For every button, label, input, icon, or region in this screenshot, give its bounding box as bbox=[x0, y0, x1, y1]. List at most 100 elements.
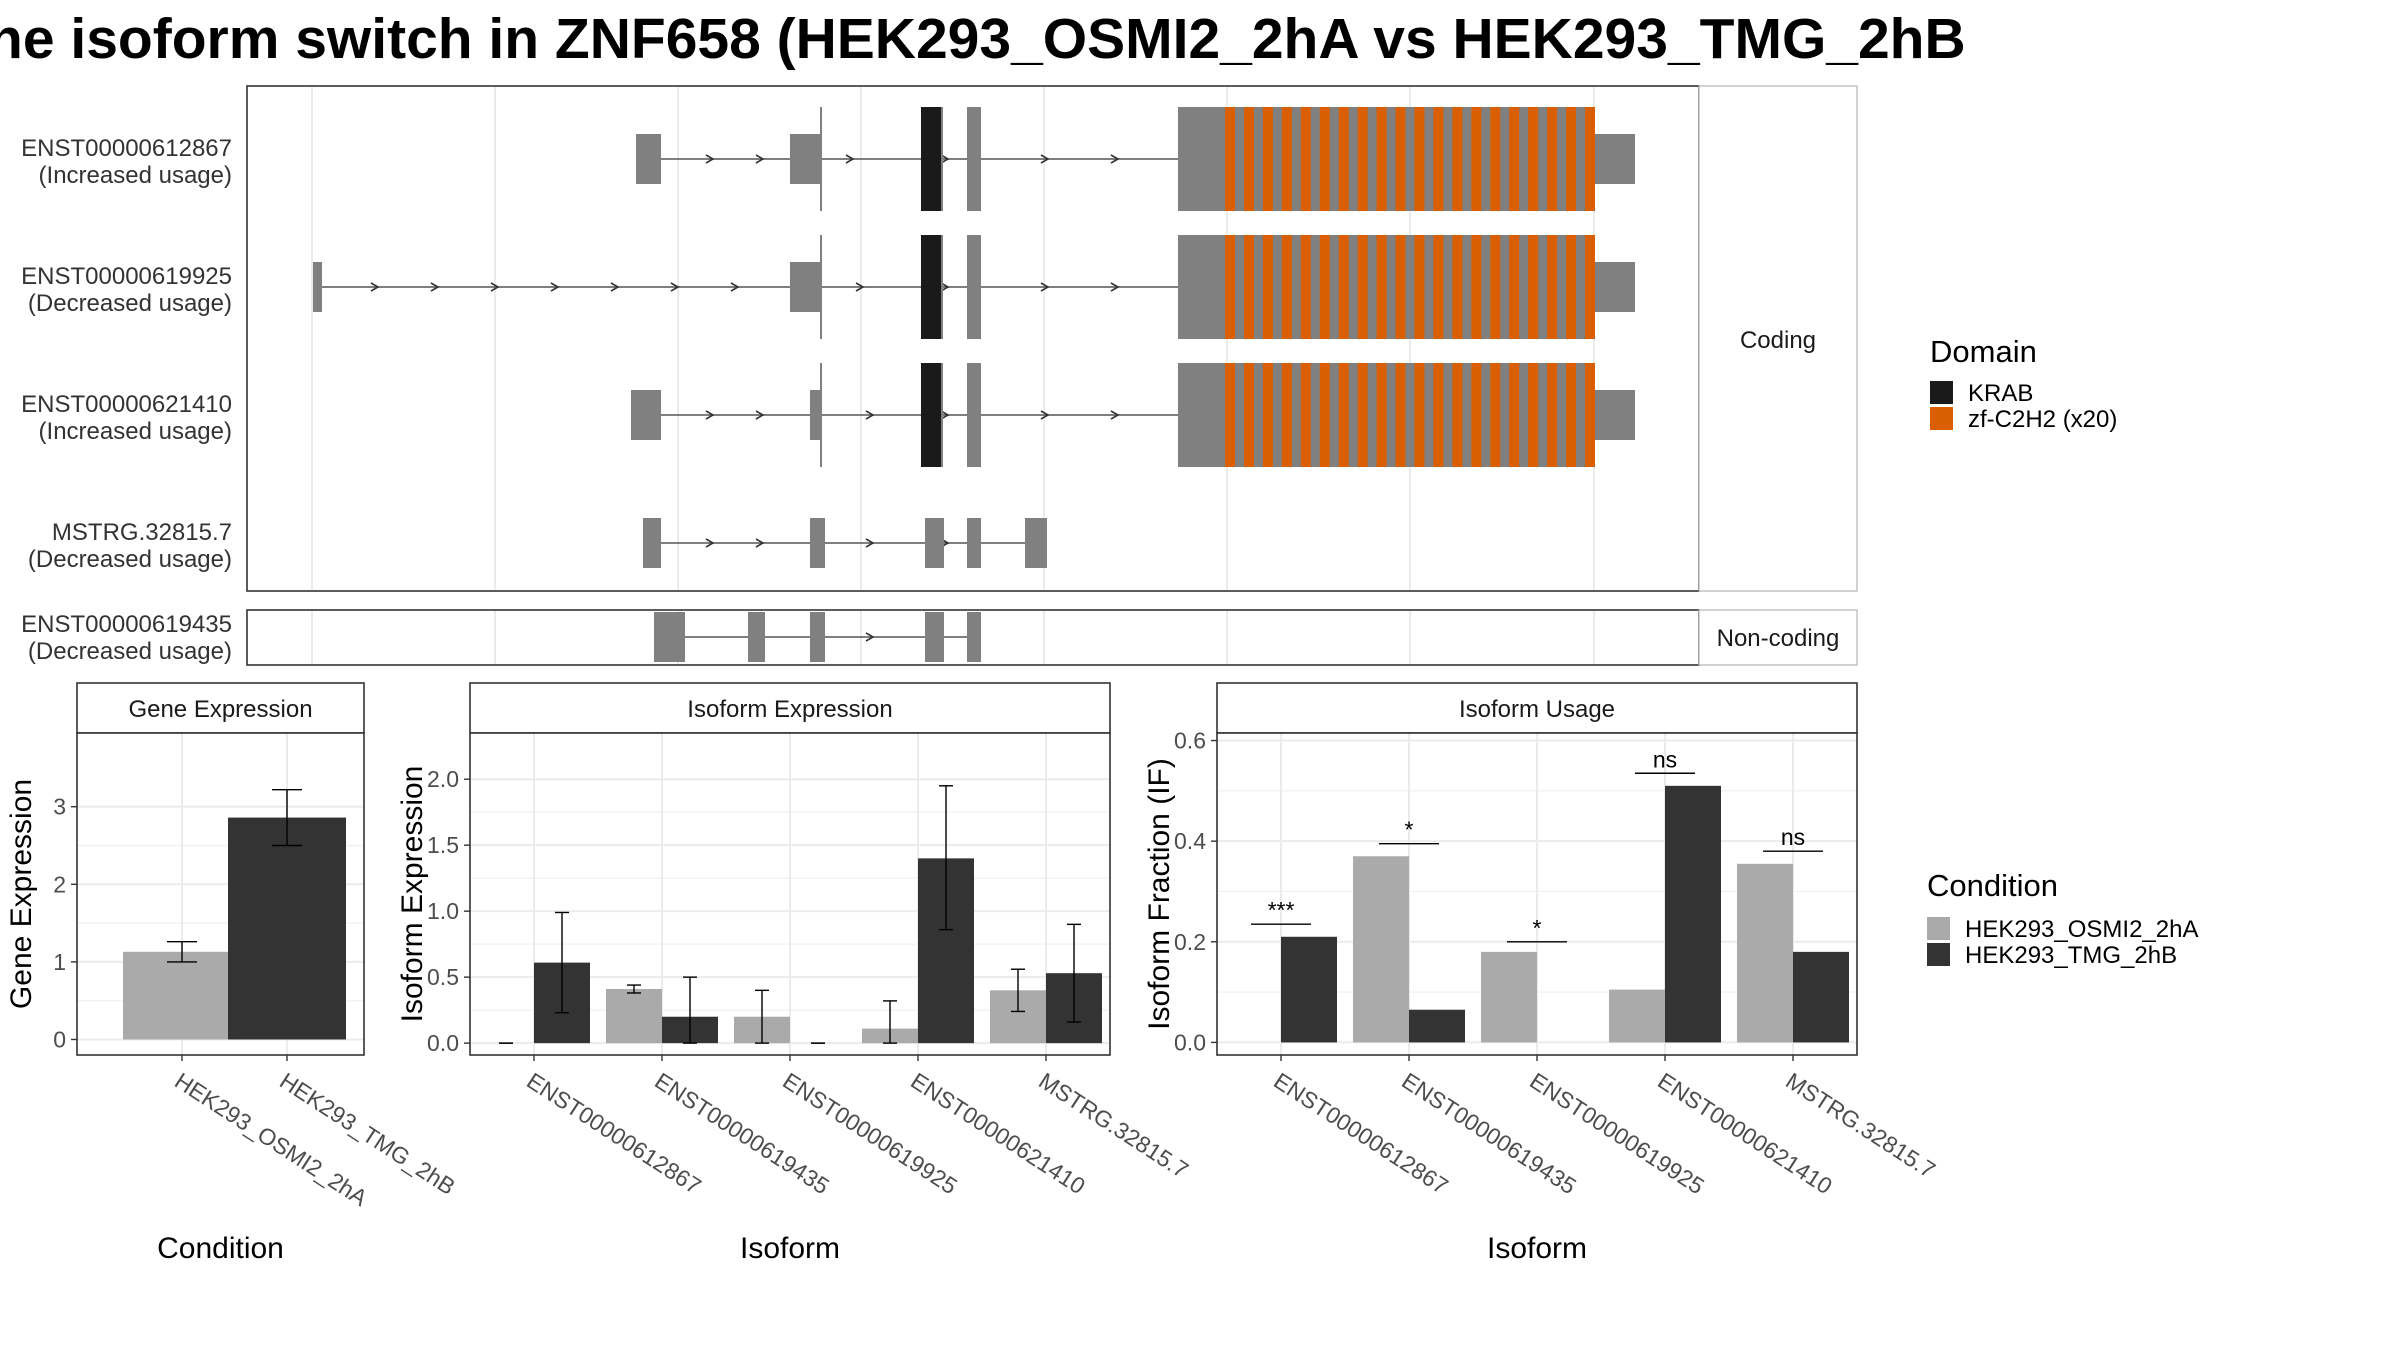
direction-arrow bbox=[940, 154, 950, 164]
zf-c2h2-domain bbox=[1357, 107, 1368, 211]
zf-c2h2-domain bbox=[1585, 363, 1595, 467]
zf-c2h2-domain bbox=[1376, 235, 1387, 339]
legend-key-zf-c2h2 bbox=[1930, 407, 1953, 430]
zf-c2h2-domain bbox=[1585, 107, 1595, 211]
zf-c2h2-domain bbox=[1452, 363, 1463, 467]
significance-label: * bbox=[1533, 915, 1542, 941]
zf-c2h2-domain bbox=[1528, 363, 1539, 467]
direction-arrow bbox=[550, 282, 560, 292]
direction-arrow bbox=[370, 282, 380, 292]
direction-arrow bbox=[1110, 282, 1120, 292]
direction-arrow bbox=[940, 410, 950, 420]
panel-strip bbox=[76, 682, 365, 734]
y-tick-label: 0.5 bbox=[427, 964, 459, 990]
direction-arrow bbox=[755, 410, 765, 420]
legend-key-cond1 bbox=[1927, 917, 1950, 940]
zf-c2h2-domain bbox=[1395, 363, 1406, 467]
zf-c2h2-domain bbox=[1376, 107, 1387, 211]
y-tick-label: 0.0 bbox=[427, 1030, 459, 1056]
zf-c2h2-domain bbox=[1281, 235, 1292, 339]
zf-c2h2-domain bbox=[1490, 363, 1501, 467]
zf-c2h2-domain bbox=[1509, 107, 1520, 211]
zf-c2h2-domain bbox=[1319, 363, 1330, 467]
bar bbox=[1665, 785, 1721, 1043]
isoform-expression-chart: Isoform Expression0.00.51.01.52.0ENST000… bbox=[396, 682, 1193, 1265]
y-tick-label: 0 bbox=[53, 1026, 66, 1052]
transcript-id-label: ENST00000619925 bbox=[21, 263, 232, 290]
zf-c2h2-domain bbox=[1414, 107, 1425, 211]
panel-strip bbox=[469, 682, 1111, 734]
zf-c2h2-domain bbox=[1225, 235, 1235, 339]
zf-c2h2-domain bbox=[1433, 107, 1444, 211]
y-tick-label: 3 bbox=[53, 794, 66, 820]
zf-c2h2-domain bbox=[1566, 363, 1577, 467]
bar bbox=[1737, 863, 1793, 1043]
zf-c2h2-domain bbox=[1547, 363, 1558, 467]
significance-label: *** bbox=[1268, 897, 1295, 923]
zf-c2h2-domain bbox=[1319, 107, 1330, 211]
figure-title: he isoform switch in ZNF658 (HEK293_OSMI… bbox=[0, 7, 1966, 71]
direction-arrow bbox=[755, 538, 765, 548]
zf-c2h2-domain bbox=[1433, 235, 1444, 339]
zf-c2h2-domain bbox=[1566, 235, 1577, 339]
transcript-usage-label: (Decreased usage) bbox=[28, 290, 232, 317]
zf-c2h2-domain bbox=[1547, 235, 1558, 339]
y-tick-label: 1.5 bbox=[427, 832, 459, 858]
y-tick-label: 1 bbox=[53, 949, 66, 975]
zf-c2h2-domain bbox=[1471, 363, 1482, 467]
zf-c2h2-domain bbox=[1414, 235, 1425, 339]
direction-arrow bbox=[730, 282, 740, 292]
utr-exon bbox=[1025, 518, 1047, 568]
zf-c2h2-domain bbox=[1338, 107, 1349, 211]
panel-title: Isoform Expression bbox=[687, 696, 892, 723]
zf-c2h2-domain bbox=[1566, 107, 1577, 211]
zf-c2h2-domain bbox=[1376, 363, 1387, 467]
zf-c2h2-domain bbox=[1585, 235, 1595, 339]
transcript-3 bbox=[643, 518, 1047, 568]
bar bbox=[228, 817, 346, 1040]
bar bbox=[1281, 936, 1337, 1043]
utr-exon bbox=[810, 390, 820, 440]
zf-c2h2-domain bbox=[1338, 363, 1349, 467]
legend-label-cond1: HEK293_OSMI2_2hA bbox=[1965, 916, 2198, 943]
y-tick-label: 0.4 bbox=[1174, 828, 1206, 854]
transcript-usage-label: (Increased usage) bbox=[39, 418, 232, 445]
direction-arrow bbox=[1110, 154, 1120, 164]
zf-c2h2-domain bbox=[1395, 235, 1406, 339]
zf-c2h2-domain bbox=[1243, 363, 1254, 467]
transcript-labels: ENST00000612867 (Increased usage) ENST00… bbox=[21, 135, 232, 665]
y-tick-label: 2.0 bbox=[427, 766, 459, 792]
zf-c2h2-domain bbox=[1452, 107, 1463, 211]
zf-c2h2-domain bbox=[1300, 363, 1311, 467]
y-tick-label: 2 bbox=[53, 871, 66, 897]
zf-c2h2-domain bbox=[1433, 363, 1444, 467]
bar bbox=[123, 951, 241, 1040]
utr-exon bbox=[643, 518, 661, 568]
transcript-usage-label: (Decreased usage) bbox=[28, 638, 232, 665]
transcript-0 bbox=[636, 107, 1635, 211]
zf-c2h2-domain bbox=[1528, 107, 1539, 211]
utr-exon bbox=[748, 612, 765, 662]
utr-exon bbox=[790, 262, 822, 312]
utr-exon bbox=[1595, 262, 1635, 312]
direction-arrow bbox=[940, 282, 950, 292]
x-axis-title: Condition bbox=[157, 1232, 284, 1265]
zf-c2h2-domain bbox=[1225, 363, 1235, 467]
zf-c2h2-domain bbox=[1262, 235, 1273, 339]
utr-exon bbox=[810, 612, 825, 662]
noncoding-transcripts bbox=[654, 612, 981, 662]
transcript-structure-panel: Coding Non-coding ENST00000612867 (Incre… bbox=[21, 85, 1858, 666]
zf-c2h2-domain bbox=[1243, 235, 1254, 339]
zf-c2h2-domain bbox=[1338, 235, 1349, 339]
y-tick-label: 0.2 bbox=[1174, 929, 1206, 955]
utr-exon bbox=[636, 134, 661, 184]
legend-key-krab bbox=[1930, 381, 1953, 404]
utr-exon bbox=[967, 612, 981, 662]
condition-legend: Condition HEK293_OSMI2_2hA HEK293_TMG_2h… bbox=[1927, 868, 2198, 969]
zf-c2h2-domain bbox=[1281, 363, 1292, 467]
zf-c2h2-domain bbox=[1490, 107, 1501, 211]
condition-legend-title: Condition bbox=[1927, 868, 2058, 903]
zf-c2h2-domain bbox=[1452, 235, 1463, 339]
direction-arrow bbox=[490, 282, 500, 292]
transcript-id-label: MSTRG.32815.7 bbox=[52, 519, 232, 546]
